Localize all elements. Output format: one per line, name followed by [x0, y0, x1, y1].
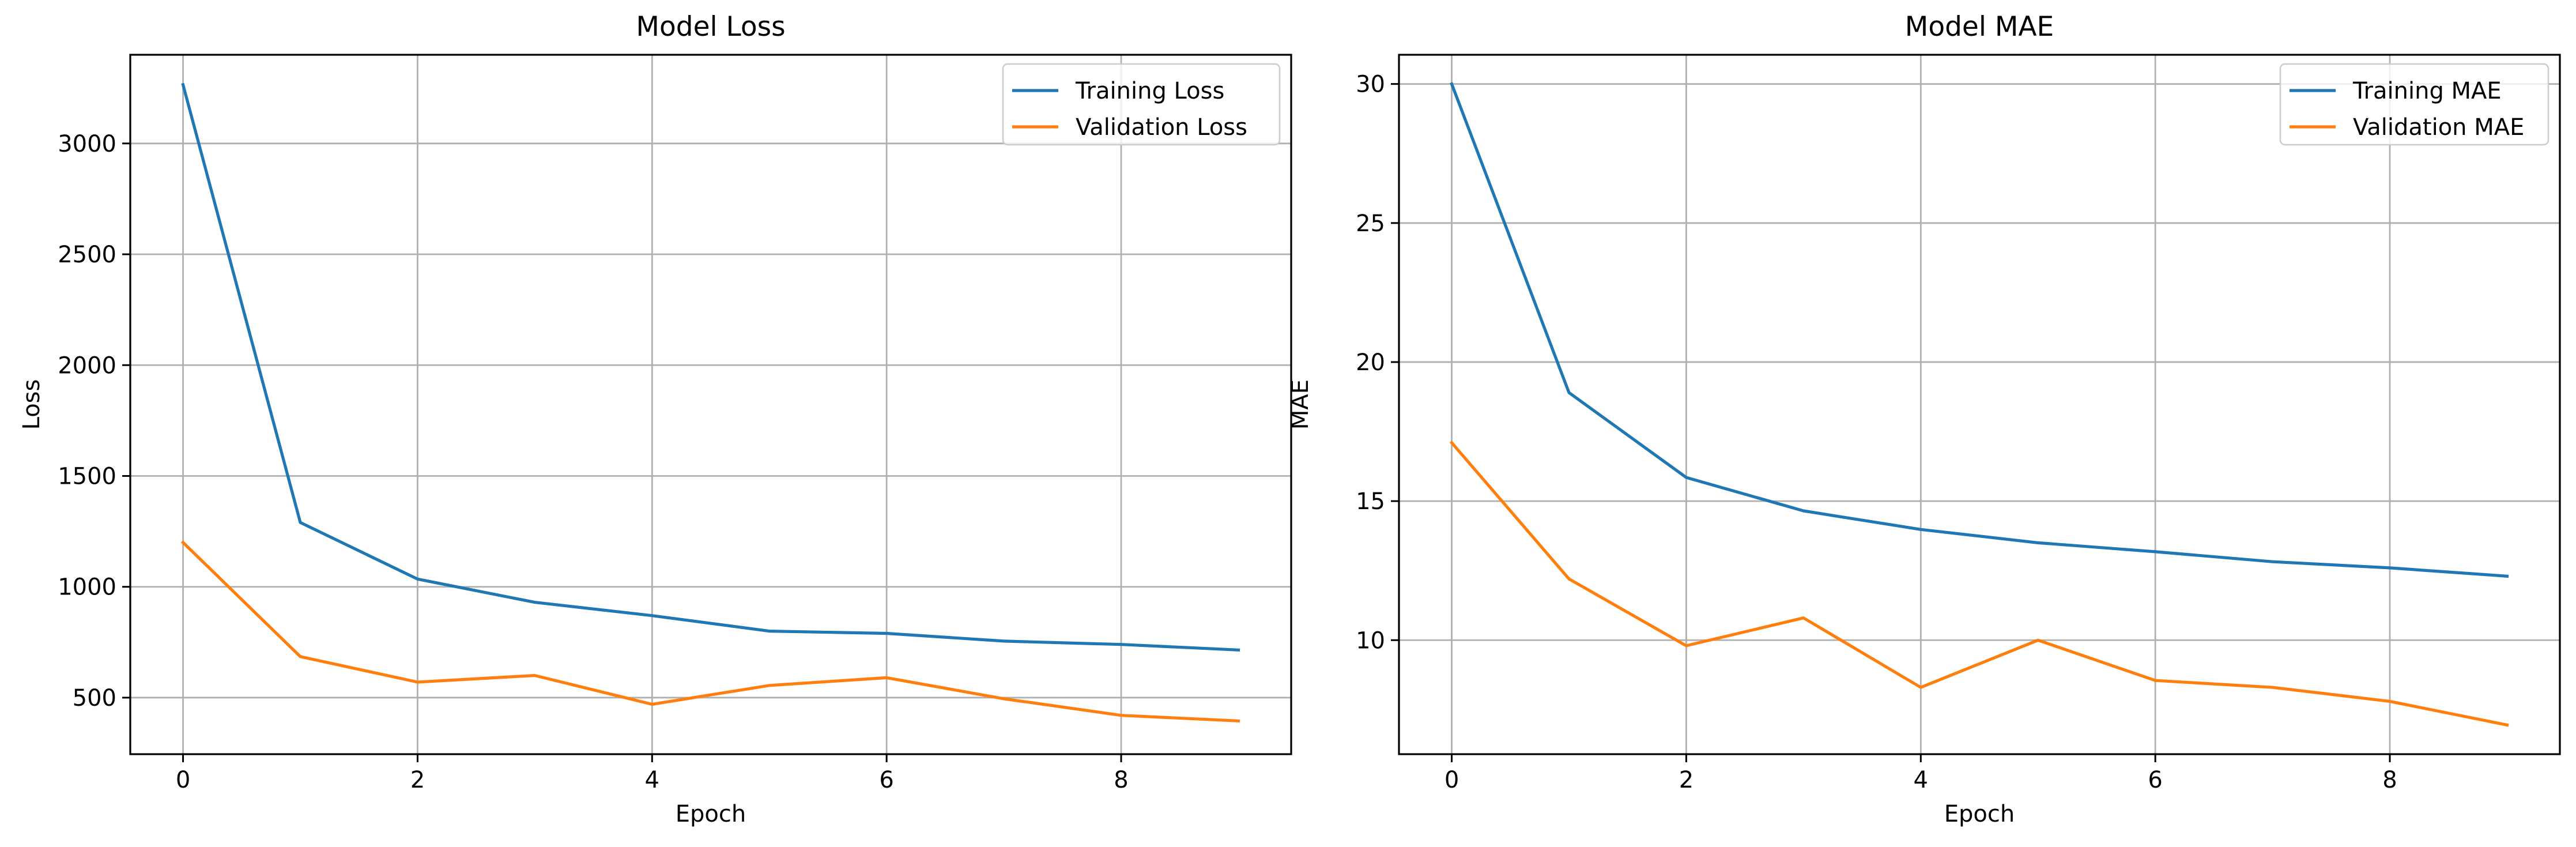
- mae-chart-title: Model MAE: [1905, 11, 2054, 43]
- loss-x-tick-label: 4: [645, 767, 659, 793]
- loss-y-tick-label: 3000: [58, 131, 116, 157]
- loss-chart-x-axis-label: Epoch: [676, 801, 746, 827]
- loss-y-tick-label: 2000: [58, 352, 116, 379]
- loss-y-tick-label: 500: [73, 685, 116, 712]
- mae-series-line-0: [1450, 82, 2509, 578]
- loss-chart-title: Model Loss: [636, 11, 785, 43]
- mae-x-tick-label: 0: [1444, 767, 1459, 793]
- loss-series-line-1: [180, 540, 1240, 723]
- mae-legend-label: Training MAE: [2352, 78, 2502, 104]
- loss-series-line-0: [181, 82, 1240, 652]
- loss-legend-label: Validation Loss: [1076, 114, 1247, 141]
- mae-legend: Training MAE Validation MAE: [2279, 63, 2549, 146]
- mae-chart-y-axis-label: MAE: [1287, 379, 1314, 430]
- mae-y-tick-label: 25: [1356, 210, 1385, 237]
- loss-legend-box: [1002, 63, 1281, 146]
- mae-y-tick-label: 20: [1356, 349, 1385, 376]
- loss-y-tick-label: 2500: [58, 242, 116, 268]
- mae-chart-x-axis-label: Epoch: [1944, 801, 2015, 827]
- mae-legend-box: [2279, 63, 2549, 146]
- loss-x-tick-label: 6: [879, 767, 893, 793]
- mae-grid: [1399, 55, 2560, 754]
- loss-axes-frame: [129, 54, 1292, 755]
- mae-y-tick-label: 30: [1356, 71, 1385, 98]
- mae-legend-label: Validation MAE: [2353, 114, 2524, 141]
- mae-series-line-1: [1449, 441, 2509, 727]
- mae-x-tick-label: 4: [1914, 767, 1928, 793]
- mae-x-tick-label: 2: [1679, 767, 1694, 793]
- loss-chart: Model Loss Epoch Loss 0 2 4 6 8 500 1000 1500 20…: [18, 11, 1292, 827]
- mae-axes-frame: [1398, 54, 2561, 755]
- loss-grid: [130, 55, 1291, 754]
- mae-y-tick-label: 15: [1356, 488, 1385, 515]
- loss-legend: Training Loss Validation Loss: [1002, 63, 1281, 146]
- loss-chart-y-axis-label: Loss: [18, 379, 45, 430]
- mae-x-tick-label: 6: [2148, 767, 2162, 793]
- loss-x-tick-label: 2: [410, 767, 425, 793]
- loss-y-tick-label: 1000: [58, 574, 116, 601]
- mae-chart: Model MAE Epoch MAE 0 2 4 6 8 10 15 20 25 30 Train…: [1287, 11, 2561, 827]
- mae-x-tick-label: 8: [2382, 767, 2397, 793]
- loss-legend-label: Training Loss: [1075, 78, 1224, 104]
- loss-x-tick-label: 0: [176, 767, 190, 793]
- loss-x-tick-label: 8: [1114, 767, 1128, 793]
- loss-y-tick-label: 1500: [58, 463, 116, 490]
- mae-y-tick-label: 10: [1356, 627, 1385, 654]
